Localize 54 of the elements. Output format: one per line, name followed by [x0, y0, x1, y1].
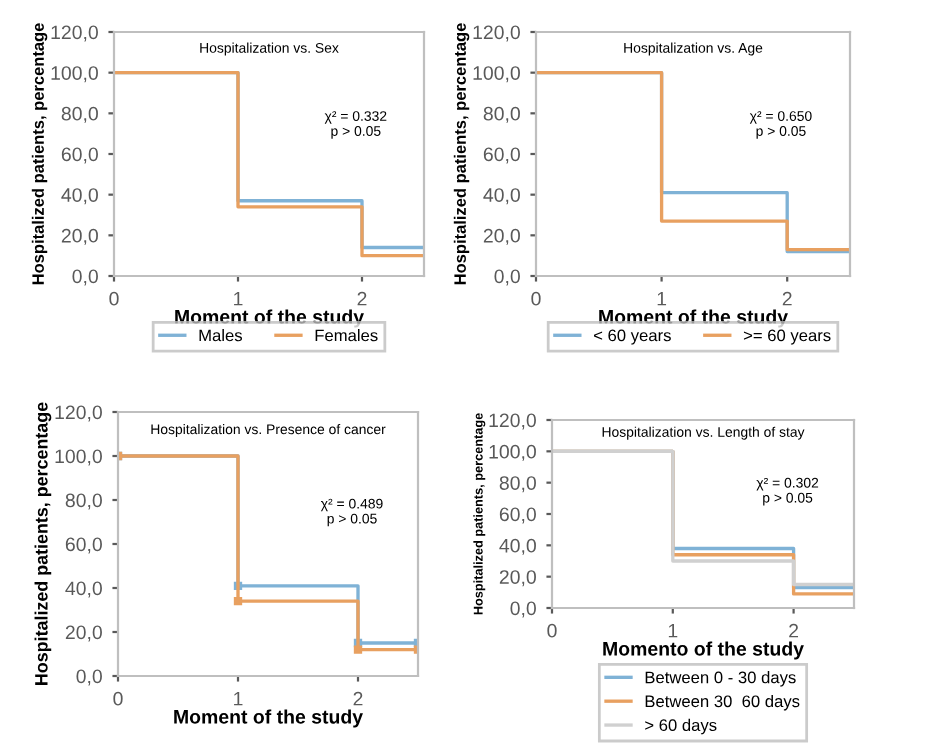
y-tick-label: 60,0	[65, 537, 102, 554]
legend-label: > 60 days	[645, 718, 717, 735]
x-tick-label: 2	[789, 623, 799, 638]
y-tick-label: 100,0	[489, 444, 536, 461]
y-tick-label: 120,0	[489, 413, 536, 430]
y-axis-title: Hospitalized patients, percentage	[31, 23, 48, 285]
x-tick-label: 0	[547, 623, 557, 638]
legend-label: >= 60 years	[743, 329, 831, 345]
x-axis-title: Moment of the study	[174, 709, 363, 728]
x-axis-title: Moment of the study	[599, 309, 788, 328]
y-tick-label: 0,0	[510, 601, 536, 618]
y-tick-label: 20,0	[65, 625, 102, 642]
y-tick-label: 20,0	[499, 570, 536, 587]
y-tick-label: 120,0	[55, 405, 102, 422]
x-tick-label: 0	[109, 291, 119, 306]
y-tick-label: 120,0	[51, 25, 98, 42]
legend-label: Females	[315, 329, 378, 342]
y-axis-title: Hospitalized patients, percentage	[34, 402, 52, 685]
y-tick-label: 100,0	[473, 66, 520, 83]
x-axis-title: Momento of the study	[603, 641, 804, 660]
legend-label: < 60 years	[594, 329, 671, 345]
y-tick-label: 60,0	[483, 147, 520, 164]
y-tick-label: 20,0	[61, 228, 98, 245]
legend-label: Between 0 - 30 days	[645, 671, 796, 687]
y-tick-label: 40,0	[483, 188, 520, 205]
y-tick-label: 80,0	[61, 106, 98, 123]
y-tick-label: 60,0	[499, 507, 536, 524]
x-tick-label: 1	[234, 691, 243, 706]
y-tick-label: 0,0	[72, 269, 98, 286]
y-tick-label: 20,0	[483, 228, 520, 245]
y-tick-label: 60,0	[61, 147, 98, 164]
x-tick-label: 1	[657, 291, 667, 306]
legend-label: Males	[199, 329, 243, 342]
y-axis-title: Hospitalized patients, percentage	[453, 23, 470, 285]
y-tick-label: 0,0	[494, 269, 520, 286]
y-tick-label: 80,0	[483, 106, 520, 123]
x-tick-label: 1	[234, 291, 243, 306]
y-tick-label: 0,0	[76, 669, 102, 686]
x-tick-label: 2	[353, 691, 363, 706]
x-tick-label: 1	[668, 623, 678, 638]
x-tick-label: 0	[113, 691, 123, 706]
x-tick-label: 2	[782, 291, 792, 306]
x-tick-label: 0	[531, 291, 541, 306]
y-tick-label: 100,0	[55, 449, 102, 466]
x-tick-label: 2	[357, 291, 367, 306]
y-tick-label: 100,0	[51, 66, 98, 83]
y-tick-label: 80,0	[499, 476, 536, 493]
y-tick-label: 80,0	[65, 493, 102, 510]
y-tick-label: 120,0	[473, 25, 520, 42]
y-tick-label: 40,0	[499, 538, 536, 555]
legend-label: Between 30 60 days	[645, 694, 800, 711]
y-tick-label: 40,0	[61, 188, 98, 205]
y-tick-label: 40,0	[65, 581, 102, 598]
x-axis-title: Moment of the study	[175, 309, 364, 328]
